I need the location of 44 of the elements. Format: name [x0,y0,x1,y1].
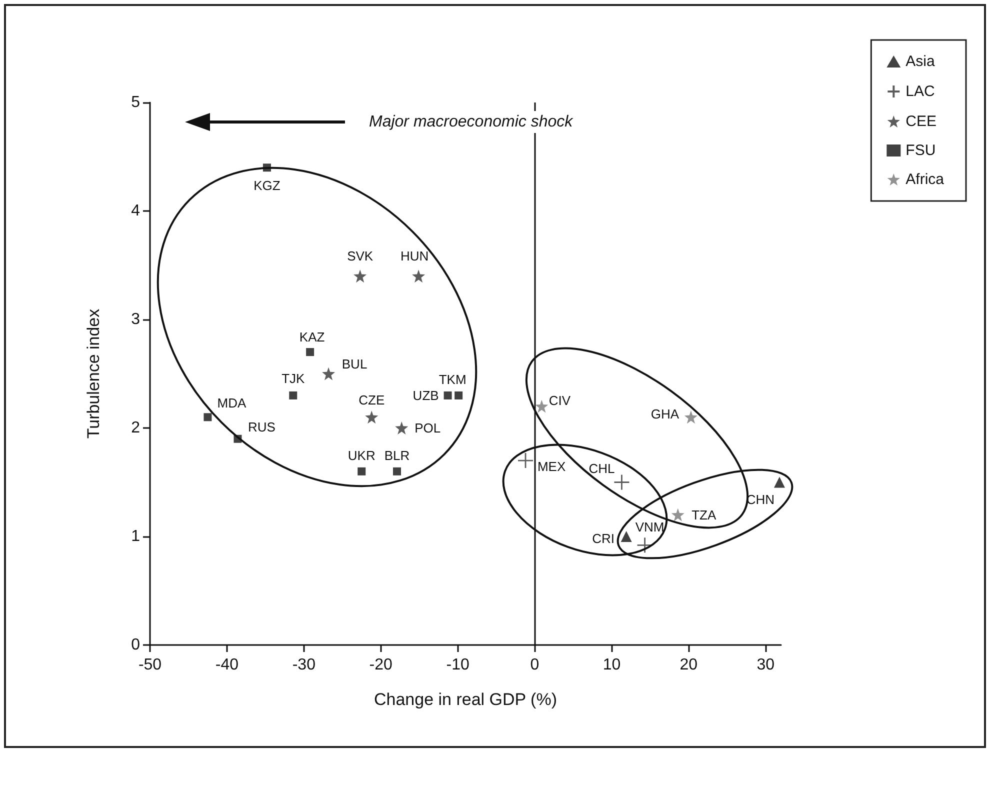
legend-label: Africa [906,171,945,188]
annotation: MDA [217,396,246,411]
x-tick-label: -10 [446,656,470,674]
y-tick-label: 4 [131,202,140,220]
y-axis-title: Turbulence index [84,308,103,439]
y-tick-label: 1 [131,528,140,545]
annotation: CHL [588,460,615,476]
annotation: TKM [438,372,466,387]
y-tick-label: 5 [131,94,140,111]
annotation: POL [414,420,441,436]
annotation: KAZ [299,330,325,345]
annotation: VNM [635,520,664,535]
annotation: UZB [412,388,439,403]
annotation: CIV [548,392,571,408]
x-tick-label: -30 [292,656,316,674]
legend-label: Asia [906,53,936,70]
annotation: CRI [592,531,615,546]
annotation: GHA [650,406,680,422]
annotation: BLR [384,448,410,463]
annotation: CZE [358,392,385,408]
x-tick-label: 30 [756,656,775,674]
legend-label: LAC [906,83,936,100]
x-tick-label: -20 [369,656,393,674]
y-tick-label: 3 [131,311,140,328]
x-tick-label: 0 [530,656,540,674]
annotation: MEX [537,459,566,474]
y-tick-label: 2 [131,420,140,436]
annotation: HUN [400,248,429,264]
annotation: KGZ [254,178,280,194]
x-axis-title: Change in real GDP (%) [374,690,557,709]
annotation: RUS [248,419,276,434]
x-tick-label: 10 [602,656,621,674]
annotation: TJK [282,370,306,386]
legend-label: FSU [906,142,936,159]
x-tick-label: 20 [680,656,698,674]
annotation: TZA [692,507,716,522]
annotation: UKR [348,448,376,463]
annotation: Major macroeconomic shock [369,114,574,130]
legend-label: CEE [906,113,936,130]
annotation: BUL [342,356,368,372]
y-tick-label: 0 [131,636,140,654]
annotation: SVK [347,248,374,264]
x-tick-label: -50 [138,656,162,674]
x-tick-label: -40 [215,656,239,674]
